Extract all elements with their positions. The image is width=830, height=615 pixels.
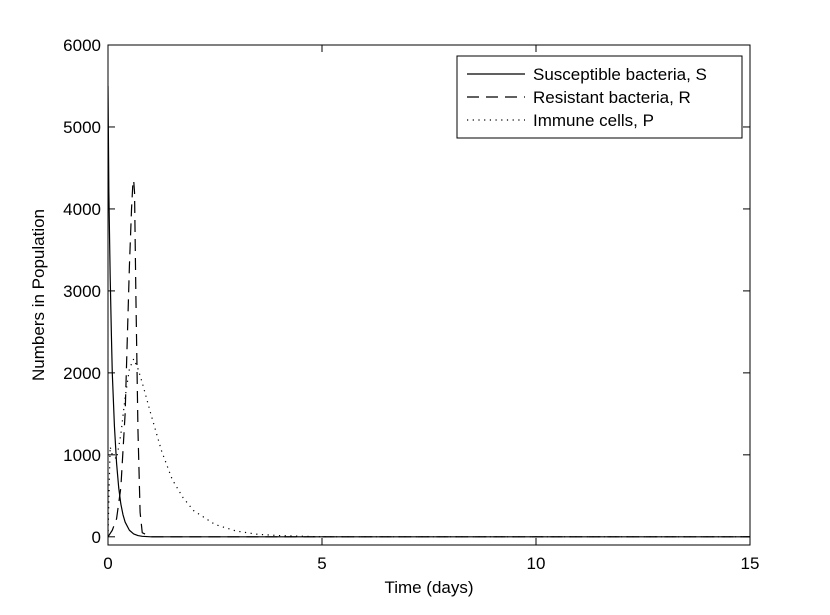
y-tick-label: 3000 bbox=[63, 282, 101, 301]
x-tick-label: 5 bbox=[317, 554, 326, 573]
y-axis-label: Numbers in Population bbox=[29, 209, 48, 381]
x-tick-label: 15 bbox=[741, 554, 760, 573]
legend-entry-label: Susceptible bacteria, S bbox=[533, 65, 707, 84]
x-tick-label: 0 bbox=[103, 554, 112, 573]
y-tick-label: 1000 bbox=[63, 446, 101, 465]
y-tick-label: 6000 bbox=[63, 36, 101, 55]
legend: Susceptible bacteria, S Resistant bacteri… bbox=[457, 56, 742, 138]
x-axis-label: Time (days) bbox=[384, 578, 473, 597]
x-tick-label: 10 bbox=[527, 554, 546, 573]
legend-entry-label: Resistant bacteria, R bbox=[533, 88, 691, 107]
y-tick-label: 5000 bbox=[63, 118, 101, 137]
y-tick-label: 2000 bbox=[63, 364, 101, 383]
y-tick-label: 4000 bbox=[63, 200, 101, 219]
legend-entry-label: Immune cells, P bbox=[533, 111, 654, 130]
y-tick-label: 0 bbox=[92, 528, 101, 547]
